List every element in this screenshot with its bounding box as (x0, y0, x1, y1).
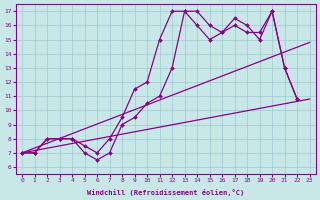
X-axis label: Windchill (Refroidissement éolien,°C): Windchill (Refroidissement éolien,°C) (87, 189, 244, 196)
